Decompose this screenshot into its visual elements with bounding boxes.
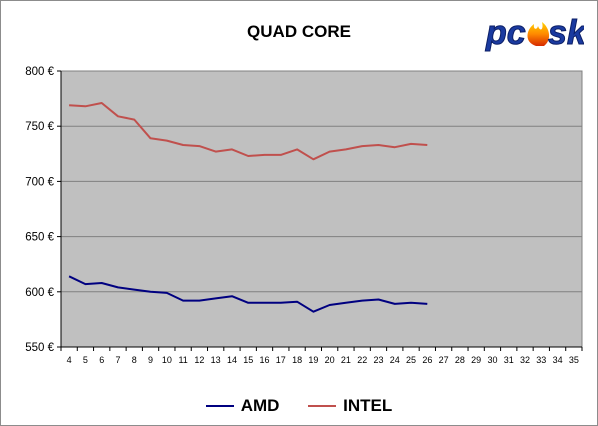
svg-text:sk: sk <box>548 14 584 52</box>
y-tick-label: 650 € <box>25 232 54 244</box>
x-tick-label: 15 <box>243 355 253 365</box>
x-tick-label: 20 <box>325 355 335 365</box>
x-tick-label: 8 <box>132 355 137 365</box>
y-tick-label: 750 € <box>25 121 54 133</box>
x-tick-label: 35 <box>569 355 579 365</box>
x-tick-label: 17 <box>276 355 286 365</box>
legend-swatch-intel <box>308 405 337 407</box>
x-tick-label: 28 <box>455 355 465 365</box>
series-line-intel <box>69 102 428 161</box>
x-tick-label: 29 <box>471 355 481 365</box>
y-tick-label: 800 € <box>25 66 54 78</box>
plot-area <box>60 70 583 348</box>
x-tick-label: 9 <box>148 355 153 365</box>
legend-label-intel: INTEL <box>343 396 393 415</box>
y-tick-label: 550 € <box>25 342 54 354</box>
legend: AMD INTEL <box>0 392 598 416</box>
x-tick-label: 5 <box>83 355 88 365</box>
x-tick-label: 13 <box>211 355 221 365</box>
x-tick-label: 30 <box>487 355 497 365</box>
legend-item-amd: AMD <box>205 396 280 416</box>
x-tick-label: 7 <box>115 355 120 365</box>
series-line-amd <box>68 275 428 313</box>
legend-label-amd: AMD <box>240 396 280 415</box>
x-tick-label: 12 <box>194 355 204 365</box>
chart-title: QUAD CORE <box>247 22 351 41</box>
x-tick-label: 4 <box>67 355 72 365</box>
x-tick-label: 23 <box>373 355 383 365</box>
x-tick-label: 16 <box>260 355 270 365</box>
x-tick-label: 18 <box>292 355 302 365</box>
x-tick-label: 27 <box>439 355 449 365</box>
x-tick-label: 19 <box>308 355 318 365</box>
x-tick-label: 31 <box>504 355 514 365</box>
x-tick-label: 33 <box>536 355 546 365</box>
x-tick-label: 34 <box>553 355 563 365</box>
y-tick-label: 700 € <box>25 176 54 188</box>
x-tick-label: 10 <box>162 355 172 365</box>
x-tick-label: 11 <box>178 355 187 365</box>
pcsk-logo: pc sk <box>485 14 585 53</box>
svg-text:pc: pc <box>485 14 526 52</box>
x-tick-label: 22 <box>357 355 367 365</box>
legend-swatch-amd <box>205 405 234 407</box>
x-tick-label: 24 <box>390 355 400 365</box>
legend-item-intel: INTEL <box>308 396 392 416</box>
y-tick-label: 600 € <box>25 287 54 299</box>
x-tick-label: 6 <box>99 355 104 365</box>
x-tick-label: 21 <box>341 355 351 365</box>
x-tick-label: 26 <box>422 355 432 365</box>
x-tick-label: 25 <box>406 355 416 365</box>
x-tick-label: 14 <box>227 355 237 365</box>
x-tick-label: 32 <box>520 355 530 365</box>
